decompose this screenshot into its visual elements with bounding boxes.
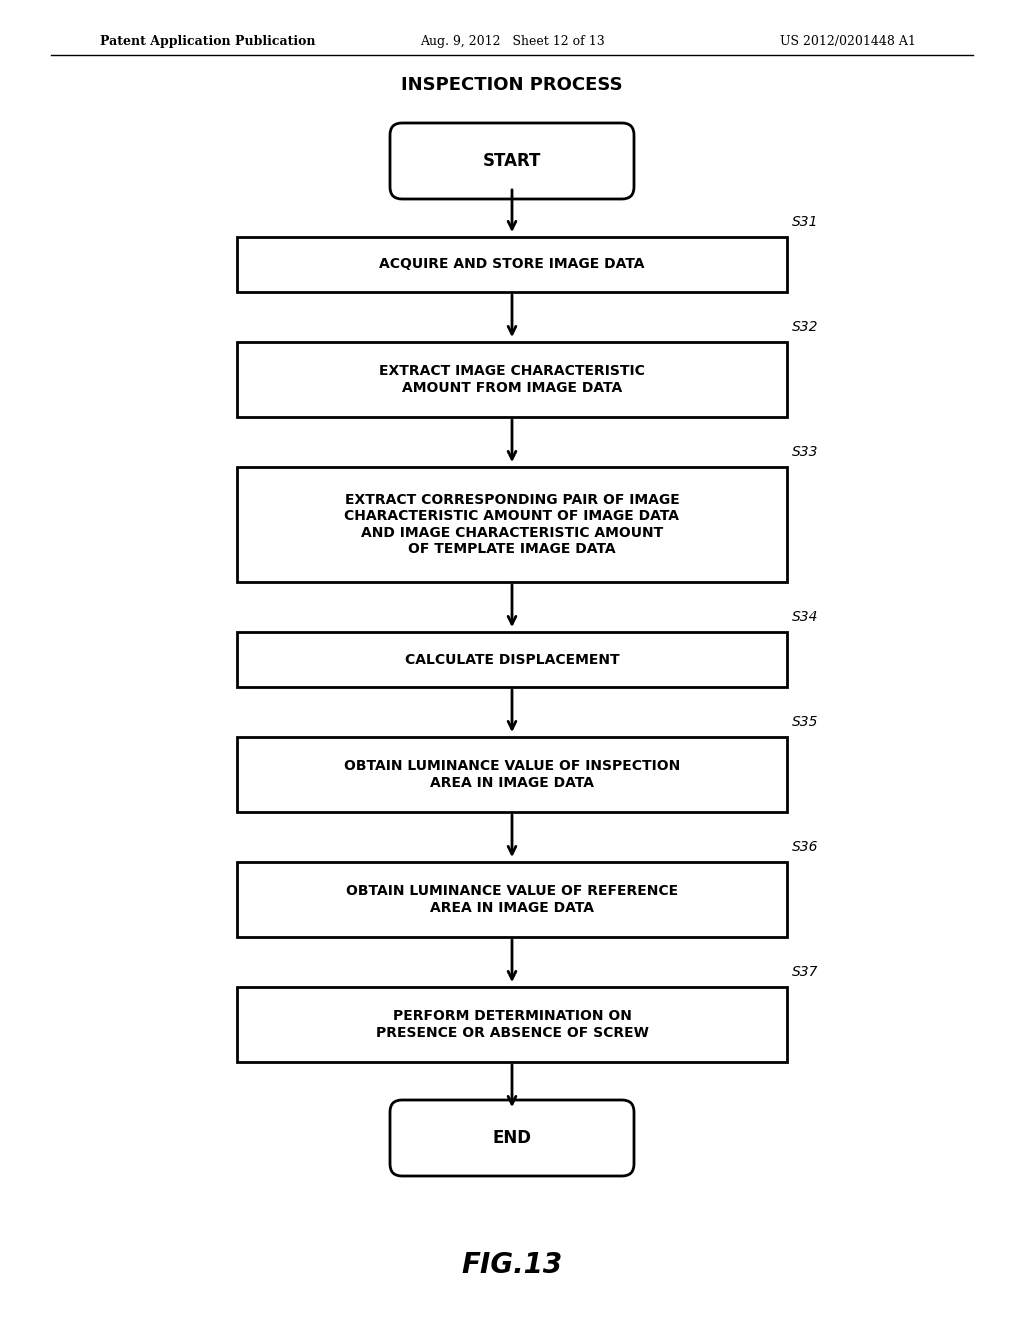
FancyBboxPatch shape [237, 238, 787, 292]
Text: S32: S32 [792, 319, 818, 334]
FancyBboxPatch shape [237, 737, 787, 812]
Text: S34: S34 [792, 610, 818, 624]
FancyBboxPatch shape [237, 467, 787, 582]
Text: FIG.13: FIG.13 [462, 1251, 562, 1279]
Text: S35: S35 [792, 715, 818, 729]
Text: S37: S37 [792, 965, 818, 979]
Text: PERFORM DETERMINATION ON
PRESENCE OR ABSENCE OF SCREW: PERFORM DETERMINATION ON PRESENCE OR ABS… [376, 1010, 648, 1040]
FancyBboxPatch shape [237, 987, 787, 1063]
Text: S31: S31 [792, 215, 818, 228]
Text: EXTRACT CORRESPONDING PAIR OF IMAGE
CHARACTERISTIC AMOUNT OF IMAGE DATA
AND IMAG: EXTRACT CORRESPONDING PAIR OF IMAGE CHAR… [344, 494, 680, 556]
FancyBboxPatch shape [237, 342, 787, 417]
Text: S33: S33 [792, 445, 818, 459]
FancyBboxPatch shape [237, 632, 787, 686]
FancyBboxPatch shape [390, 1100, 634, 1176]
Text: INSPECTION PROCESS: INSPECTION PROCESS [401, 77, 623, 94]
Text: Patent Application Publication: Patent Application Publication [100, 36, 315, 48]
Text: START: START [482, 152, 542, 170]
Text: US 2012/0201448 A1: US 2012/0201448 A1 [780, 36, 915, 48]
Text: CALCULATE DISPLACEMENT: CALCULATE DISPLACEMENT [404, 652, 620, 667]
Text: EXTRACT IMAGE CHARACTERISTIC
AMOUNT FROM IMAGE DATA: EXTRACT IMAGE CHARACTERISTIC AMOUNT FROM… [379, 364, 645, 395]
Text: ACQUIRE AND STORE IMAGE DATA: ACQUIRE AND STORE IMAGE DATA [379, 257, 645, 272]
Text: END: END [493, 1129, 531, 1147]
Text: S36: S36 [792, 840, 818, 854]
Text: Aug. 9, 2012   Sheet 12 of 13: Aug. 9, 2012 Sheet 12 of 13 [420, 36, 605, 48]
Text: OBTAIN LUMINANCE VALUE OF INSPECTION
AREA IN IMAGE DATA: OBTAIN LUMINANCE VALUE OF INSPECTION ARE… [344, 759, 680, 789]
Text: OBTAIN LUMINANCE VALUE OF REFERENCE
AREA IN IMAGE DATA: OBTAIN LUMINANCE VALUE OF REFERENCE AREA… [346, 884, 678, 915]
FancyBboxPatch shape [390, 123, 634, 199]
FancyBboxPatch shape [237, 862, 787, 937]
